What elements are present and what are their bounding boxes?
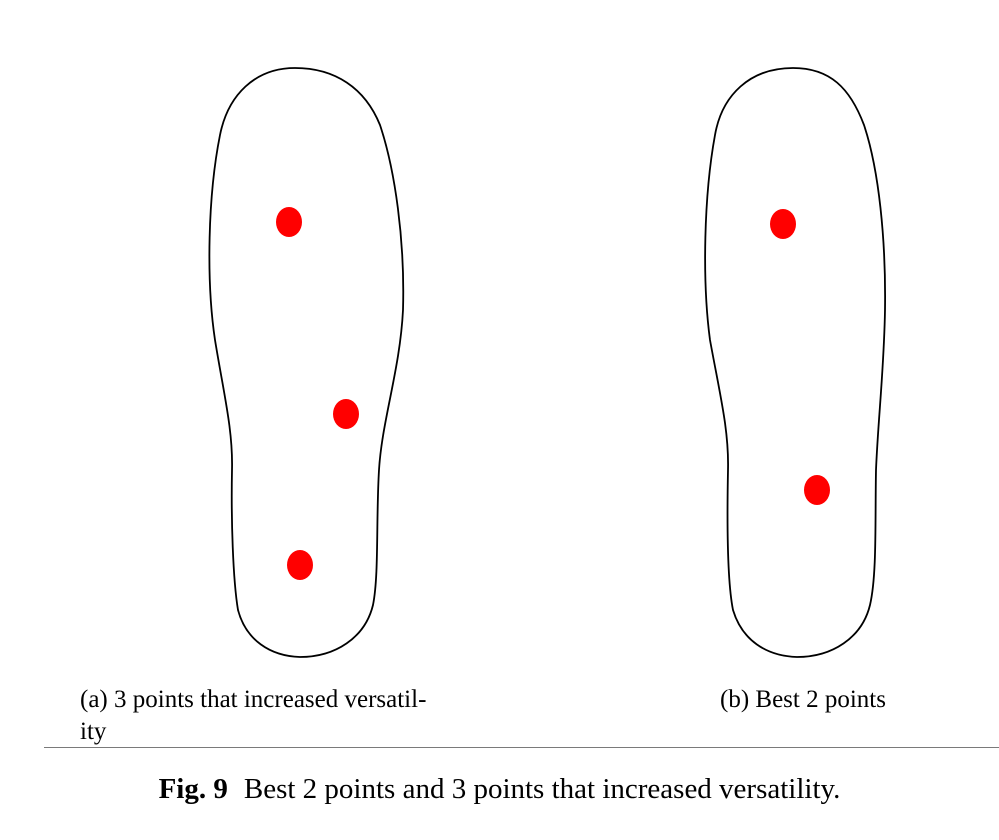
- figure-caption: Fig. 9 Best 2 points and 3 points that in…: [0, 771, 999, 807]
- sensor-point-b1: [770, 209, 796, 239]
- panel-a: [208, 67, 405, 658]
- figure-caption-text: Best 2 points and 3 points that increase…: [243, 773, 841, 805]
- sensor-point-a3: [287, 550, 313, 580]
- subcaption-a: (a) 3 points that increased versatil- it…: [80, 684, 560, 748]
- subcaption-a-text: (a) 3 points that increased versatil- it…: [80, 686, 427, 745]
- subcaption-b-text: (b) Best 2 points: [720, 686, 886, 713]
- insole-outline-a: [208, 67, 405, 658]
- caption-divider: [44, 747, 999, 748]
- panel-b: [704, 67, 886, 658]
- figure-caption-label: Fig. 9: [158, 773, 228, 805]
- sensor-point-a2: [333, 399, 359, 429]
- subcaption-b: (b) Best 2 points: [720, 684, 886, 716]
- figure-diagram: [208, 67, 886, 658]
- sensor-point-b2: [804, 475, 830, 505]
- sensor-point-a1: [276, 207, 302, 237]
- insole-outline-b: [704, 67, 886, 658]
